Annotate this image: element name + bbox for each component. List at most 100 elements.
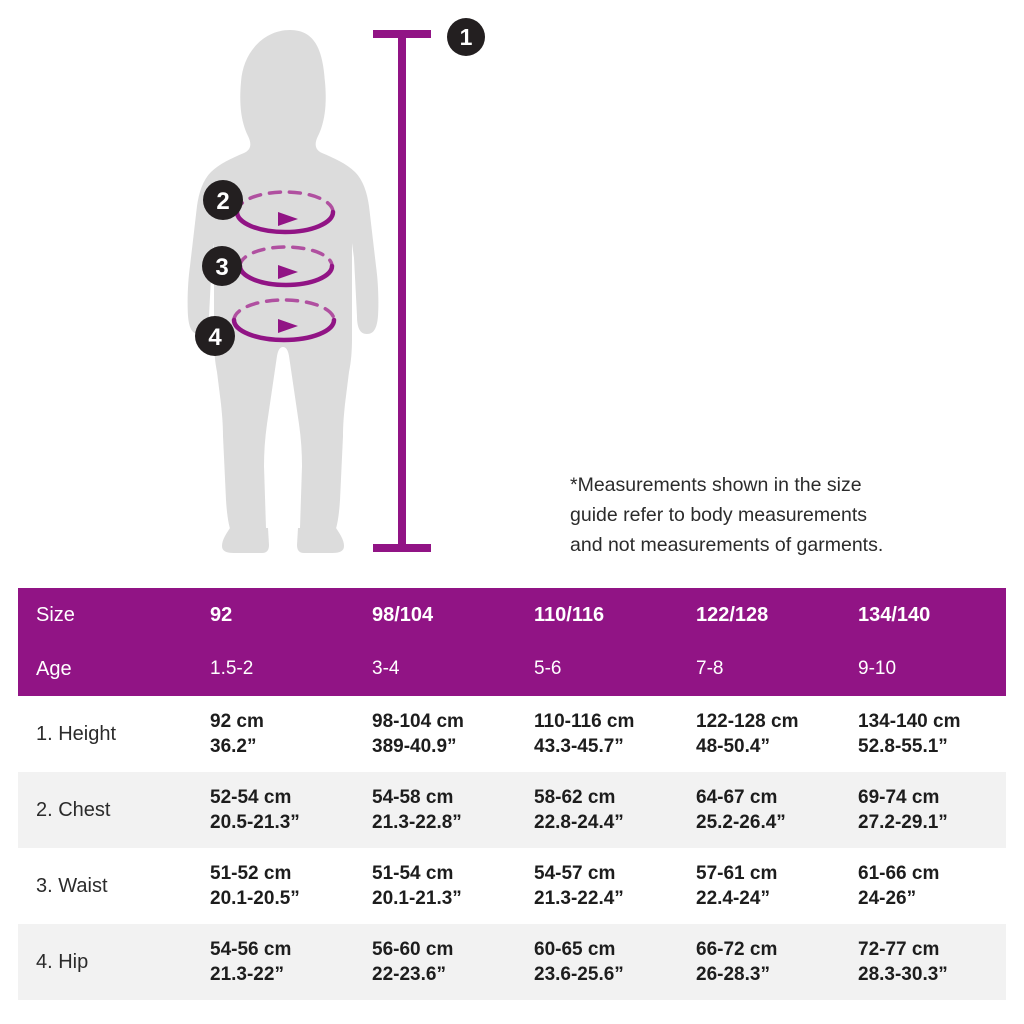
cell-height-92: 92 cm 36.2” [196,696,358,772]
cell-hip-134-140: 72-77 cm 28.3-30.3” [844,924,1006,1000]
cell-cm: 51-54 cm [372,863,454,884]
cell-inch: 23.6-25.6” [534,964,624,985]
cell-cm: 66-72 cm [696,939,778,960]
note-line-3: and not measurements of garments. [570,534,884,556]
cell-chest-92: 52-54 cm 20.5-21.3” [196,772,358,848]
cell-inch: 26-28.3” [696,964,770,985]
cell-cm: 61-66 cm [858,863,940,884]
height-measure-line [373,30,431,552]
cell-inch: 25.2-26.4” [696,812,786,833]
cell-cm: 69-74 cm [858,787,940,808]
cell-inch: 52.8-55.1” [858,736,948,757]
cell-cm: 51-52 cm [210,863,292,884]
cell-inch: 28.3-30.3” [858,964,948,985]
cell-waist-98-104: 51-54 cm 20.1-21.3” [358,848,520,924]
cell-cm: 56-60 cm [372,939,454,960]
waist-measure-ellipse [237,245,335,288]
header-size-3: 122/128 [682,588,844,642]
size-guide-diagram: 1 2 3 4 *Measurements shown in the size … [187,18,884,556]
cell-inch: 48-50.4” [696,736,770,757]
cell-hip-92: 54-56 cm 21.3-22” [196,924,358,1000]
cell-hip-110-116: 60-65 cm 23.6-25.6” [520,924,682,1000]
cell-hip-122-128: 66-72 cm 26-28.3” [682,924,844,1000]
cell-cm: 72-77 cm [858,939,940,960]
note-line-2: guide refer to body measurements [570,504,867,526]
marker-label-3: 3 [215,254,228,281]
cell-cm: 54-57 cm [534,863,616,884]
cell-inch: 24-26” [858,888,917,909]
cell-inch: 20.1-20.5” [210,888,300,909]
cell-cm: 98-104 cm [372,711,464,732]
hip-measure-ellipse [231,298,337,343]
cell-cm: 134-140 cm [858,711,961,732]
cell-chest-98-104: 54-58 cm 21.3-22.8” [358,772,520,848]
row-label-height: 1. Height [18,696,196,772]
header-age-4: 9-10 [844,642,1006,696]
table-row: 2. Chest 52-54 cm 20.5-21.3” 54-58 cm 21… [18,772,1006,848]
marker-label-2: 2 [216,188,229,215]
cell-waist-122-128: 57-61 cm 22.4-24” [682,848,844,924]
cell-cm: 92 cm [210,711,264,732]
cell-cm: 57-61 cm [696,863,778,884]
cell-inch: 20.5-21.3” [210,812,300,833]
header-age-1: 3-4 [358,642,520,696]
cell-cm: 52-54 cm [210,787,292,808]
marker-badge-3: 3 [202,246,242,286]
cell-hip-98-104: 56-60 cm 22-23.6” [358,924,520,1000]
header-label-size: Size [18,588,196,642]
row-label-hip: 4. Hip [18,924,196,1000]
measurement-figure-svg: 1 2 3 4 [187,18,485,553]
table-row: 3. Waist 51-52 cm 20.1-20.5” 51-54 cm 20… [18,848,1006,924]
cell-cm: 64-67 cm [696,787,778,808]
header-size-4: 134/140 [844,588,1006,642]
cell-cm: 122-128 cm [696,711,799,732]
header-size-1: 98/104 [358,588,520,642]
cell-inch: 21.3-22” [210,964,284,985]
marker-label-1: 1 [460,24,473,50]
cell-chest-110-116: 58-62 cm 22.8-24.4” [520,772,682,848]
child-silhouette-icon [187,30,379,553]
cell-cm: 54-58 cm [372,787,454,808]
cell-inch: 43.3-45.7” [534,736,624,757]
row-label-waist: 3. Waist [18,848,196,924]
header-label-age: Age [18,642,196,696]
header-age-2: 5-6 [520,642,682,696]
row-label-chest: 2. Chest [18,772,196,848]
cell-height-110-116: 110-116 cm 43.3-45.7” [520,696,682,772]
header-age-3: 7-8 [682,642,844,696]
cell-cm: 110-116 cm [534,711,635,732]
cell-inch: 389-40.9” [372,736,457,757]
cell-cm: 58-62 cm [534,787,616,808]
cell-inch: 36.2” [210,736,257,757]
cell-height-134-140: 134-140 cm 52.8-55.1” [844,696,1006,772]
marker-badge-4: 4 [195,316,235,356]
cell-height-122-128: 122-128 cm 48-50.4” [682,696,844,772]
cell-chest-134-140: 69-74 cm 27.2-29.1” [844,772,1006,848]
marker-badge-2: 2 [203,180,243,220]
cell-inch: 21.3-22.4” [534,888,624,909]
note-line-1: *Measurements shown in the size [570,474,862,496]
cell-waist-110-116: 54-57 cm 21.3-22.4” [520,848,682,924]
table-row: 1. Height 92 cm 36.2” 98-104 cm 389-40.9… [18,696,1006,772]
table-header-age-row: Age 1.5-2 3-4 5-6 7-8 9-10 [18,642,1006,696]
cell-inch: 21.3-22.8” [372,812,462,833]
header-age-0: 1.5-2 [196,642,358,696]
cell-inch: 22.4-24” [696,888,770,909]
marker-label-4: 4 [208,324,222,351]
cell-waist-92: 51-52 cm 20.1-20.5” [196,848,358,924]
cell-cm: 54-56 cm [210,939,292,960]
cell-cm: 60-65 cm [534,939,616,960]
table-row: 4. Hip 54-56 cm 21.3-22” 56-60 cm 22-23.… [18,924,1006,1000]
cell-chest-122-128: 64-67 cm 25.2-26.4” [682,772,844,848]
cell-inch: 27.2-29.1” [858,812,948,833]
cell-inch: 22-23.6” [372,964,446,985]
table-header-size-row: Size 92 98/104 110/116 122/128 134/140 [18,588,1006,642]
marker-badge-1: 1 [447,18,485,56]
header-size-2: 110/116 [520,588,682,642]
cell-waist-134-140: 61-66 cm 24-26” [844,848,1006,924]
cell-inch: 22.8-24.4” [534,812,624,833]
cell-inch: 20.1-21.3” [372,888,462,909]
cell-height-98-104: 98-104 cm 389-40.9” [358,696,520,772]
size-guide-table: Size 92 98/104 110/116 122/128 134/140 A… [18,588,1006,1000]
header-size-0: 92 [196,588,358,642]
